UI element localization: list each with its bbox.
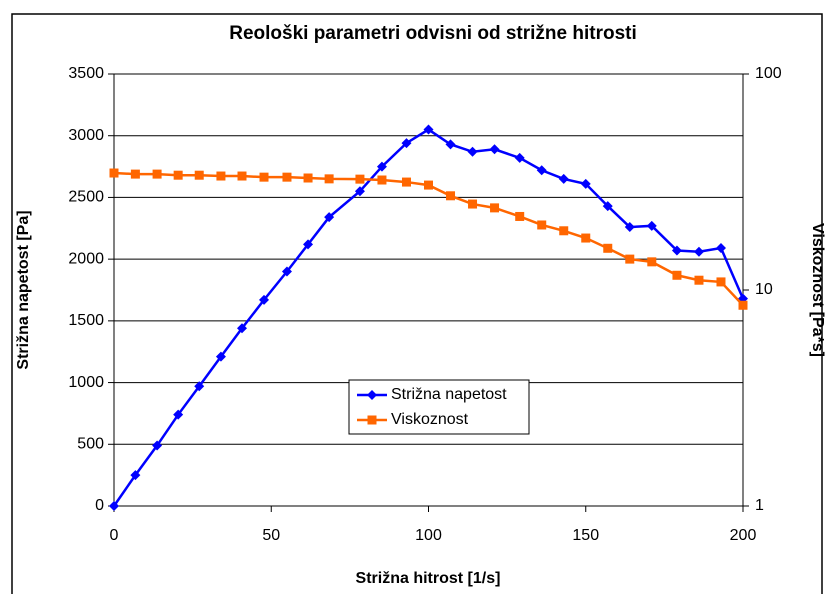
x-axis-label: Strižna hitrost [1/s] xyxy=(356,570,501,587)
y-tick-label: 2500 xyxy=(68,189,104,206)
marker xyxy=(603,243,613,253)
marker xyxy=(537,220,547,230)
marker xyxy=(693,246,704,257)
marker xyxy=(282,172,292,182)
marker xyxy=(716,277,726,287)
marker xyxy=(215,351,226,362)
marker xyxy=(646,220,657,231)
marker xyxy=(354,186,365,197)
marker xyxy=(468,199,478,209)
y2-tick-label: 1 xyxy=(755,497,764,514)
y-tick-label: 500 xyxy=(77,436,104,453)
y-tick-label: 3000 xyxy=(68,127,104,144)
marker xyxy=(130,470,141,481)
marker xyxy=(515,211,525,221)
marker xyxy=(355,174,365,184)
y-tick-label: 1000 xyxy=(68,374,104,391)
marker xyxy=(259,294,270,305)
marker xyxy=(424,180,433,190)
marker xyxy=(559,226,569,236)
marker xyxy=(237,171,247,181)
y-axis-label: Strižna napetost [Pa] xyxy=(15,210,32,369)
marker xyxy=(109,501,119,511)
x-tick-label: 100 xyxy=(415,527,442,544)
marker xyxy=(194,381,205,392)
marker xyxy=(152,169,162,179)
marker xyxy=(558,173,569,184)
y2-axis-label: Viskoznost [Pa*s] xyxy=(809,223,826,357)
marker xyxy=(324,212,335,223)
x-tick-label: 0 xyxy=(110,527,119,544)
marker xyxy=(152,440,163,451)
marker xyxy=(624,222,635,233)
marker xyxy=(536,165,547,176)
marker xyxy=(216,171,226,181)
y2-tick-label: 10 xyxy=(755,281,773,298)
legend-label: Strižna napetost xyxy=(391,386,507,403)
marker xyxy=(130,169,140,179)
marker xyxy=(109,168,119,178)
marker xyxy=(237,323,248,334)
marker xyxy=(446,191,456,201)
y2-tick-label: 100 xyxy=(755,65,782,82)
y-tick-label: 1500 xyxy=(68,312,104,329)
marker xyxy=(514,152,525,163)
y-tick-label: 3500 xyxy=(68,65,104,82)
marker xyxy=(401,177,411,187)
marker xyxy=(625,254,635,264)
marker xyxy=(173,170,183,180)
legend-box xyxy=(348,379,530,435)
marker xyxy=(694,275,704,285)
marker xyxy=(377,175,387,185)
marker xyxy=(259,172,269,182)
x-tick-label: 50 xyxy=(262,527,280,544)
marker xyxy=(376,161,387,172)
y-tick-label: 0 xyxy=(95,497,104,514)
marker xyxy=(489,144,500,155)
marker xyxy=(324,174,334,184)
chart-title: Reološki parametri odvisni od strižne hi… xyxy=(229,23,637,44)
marker xyxy=(367,415,377,425)
marker xyxy=(445,139,456,150)
x-tick-label: 150 xyxy=(572,527,599,544)
y-tick-label: 2000 xyxy=(68,250,104,267)
x-tick-label: 200 xyxy=(730,527,757,544)
marker xyxy=(602,201,613,212)
marker xyxy=(423,124,434,135)
chart-border xyxy=(11,13,823,594)
marker xyxy=(672,270,682,280)
marker xyxy=(367,390,377,400)
marker xyxy=(194,170,204,180)
marker xyxy=(647,257,657,267)
marker xyxy=(401,138,412,149)
marker xyxy=(490,203,500,213)
marker xyxy=(671,245,682,256)
legend-label: Viskoznost xyxy=(391,411,469,428)
marker xyxy=(303,173,313,183)
marker xyxy=(581,233,591,243)
marker xyxy=(173,409,184,420)
marker xyxy=(281,266,292,277)
marker xyxy=(303,239,314,250)
marker xyxy=(738,300,748,310)
marker xyxy=(715,243,726,254)
marker xyxy=(467,146,478,157)
marker xyxy=(580,178,591,189)
